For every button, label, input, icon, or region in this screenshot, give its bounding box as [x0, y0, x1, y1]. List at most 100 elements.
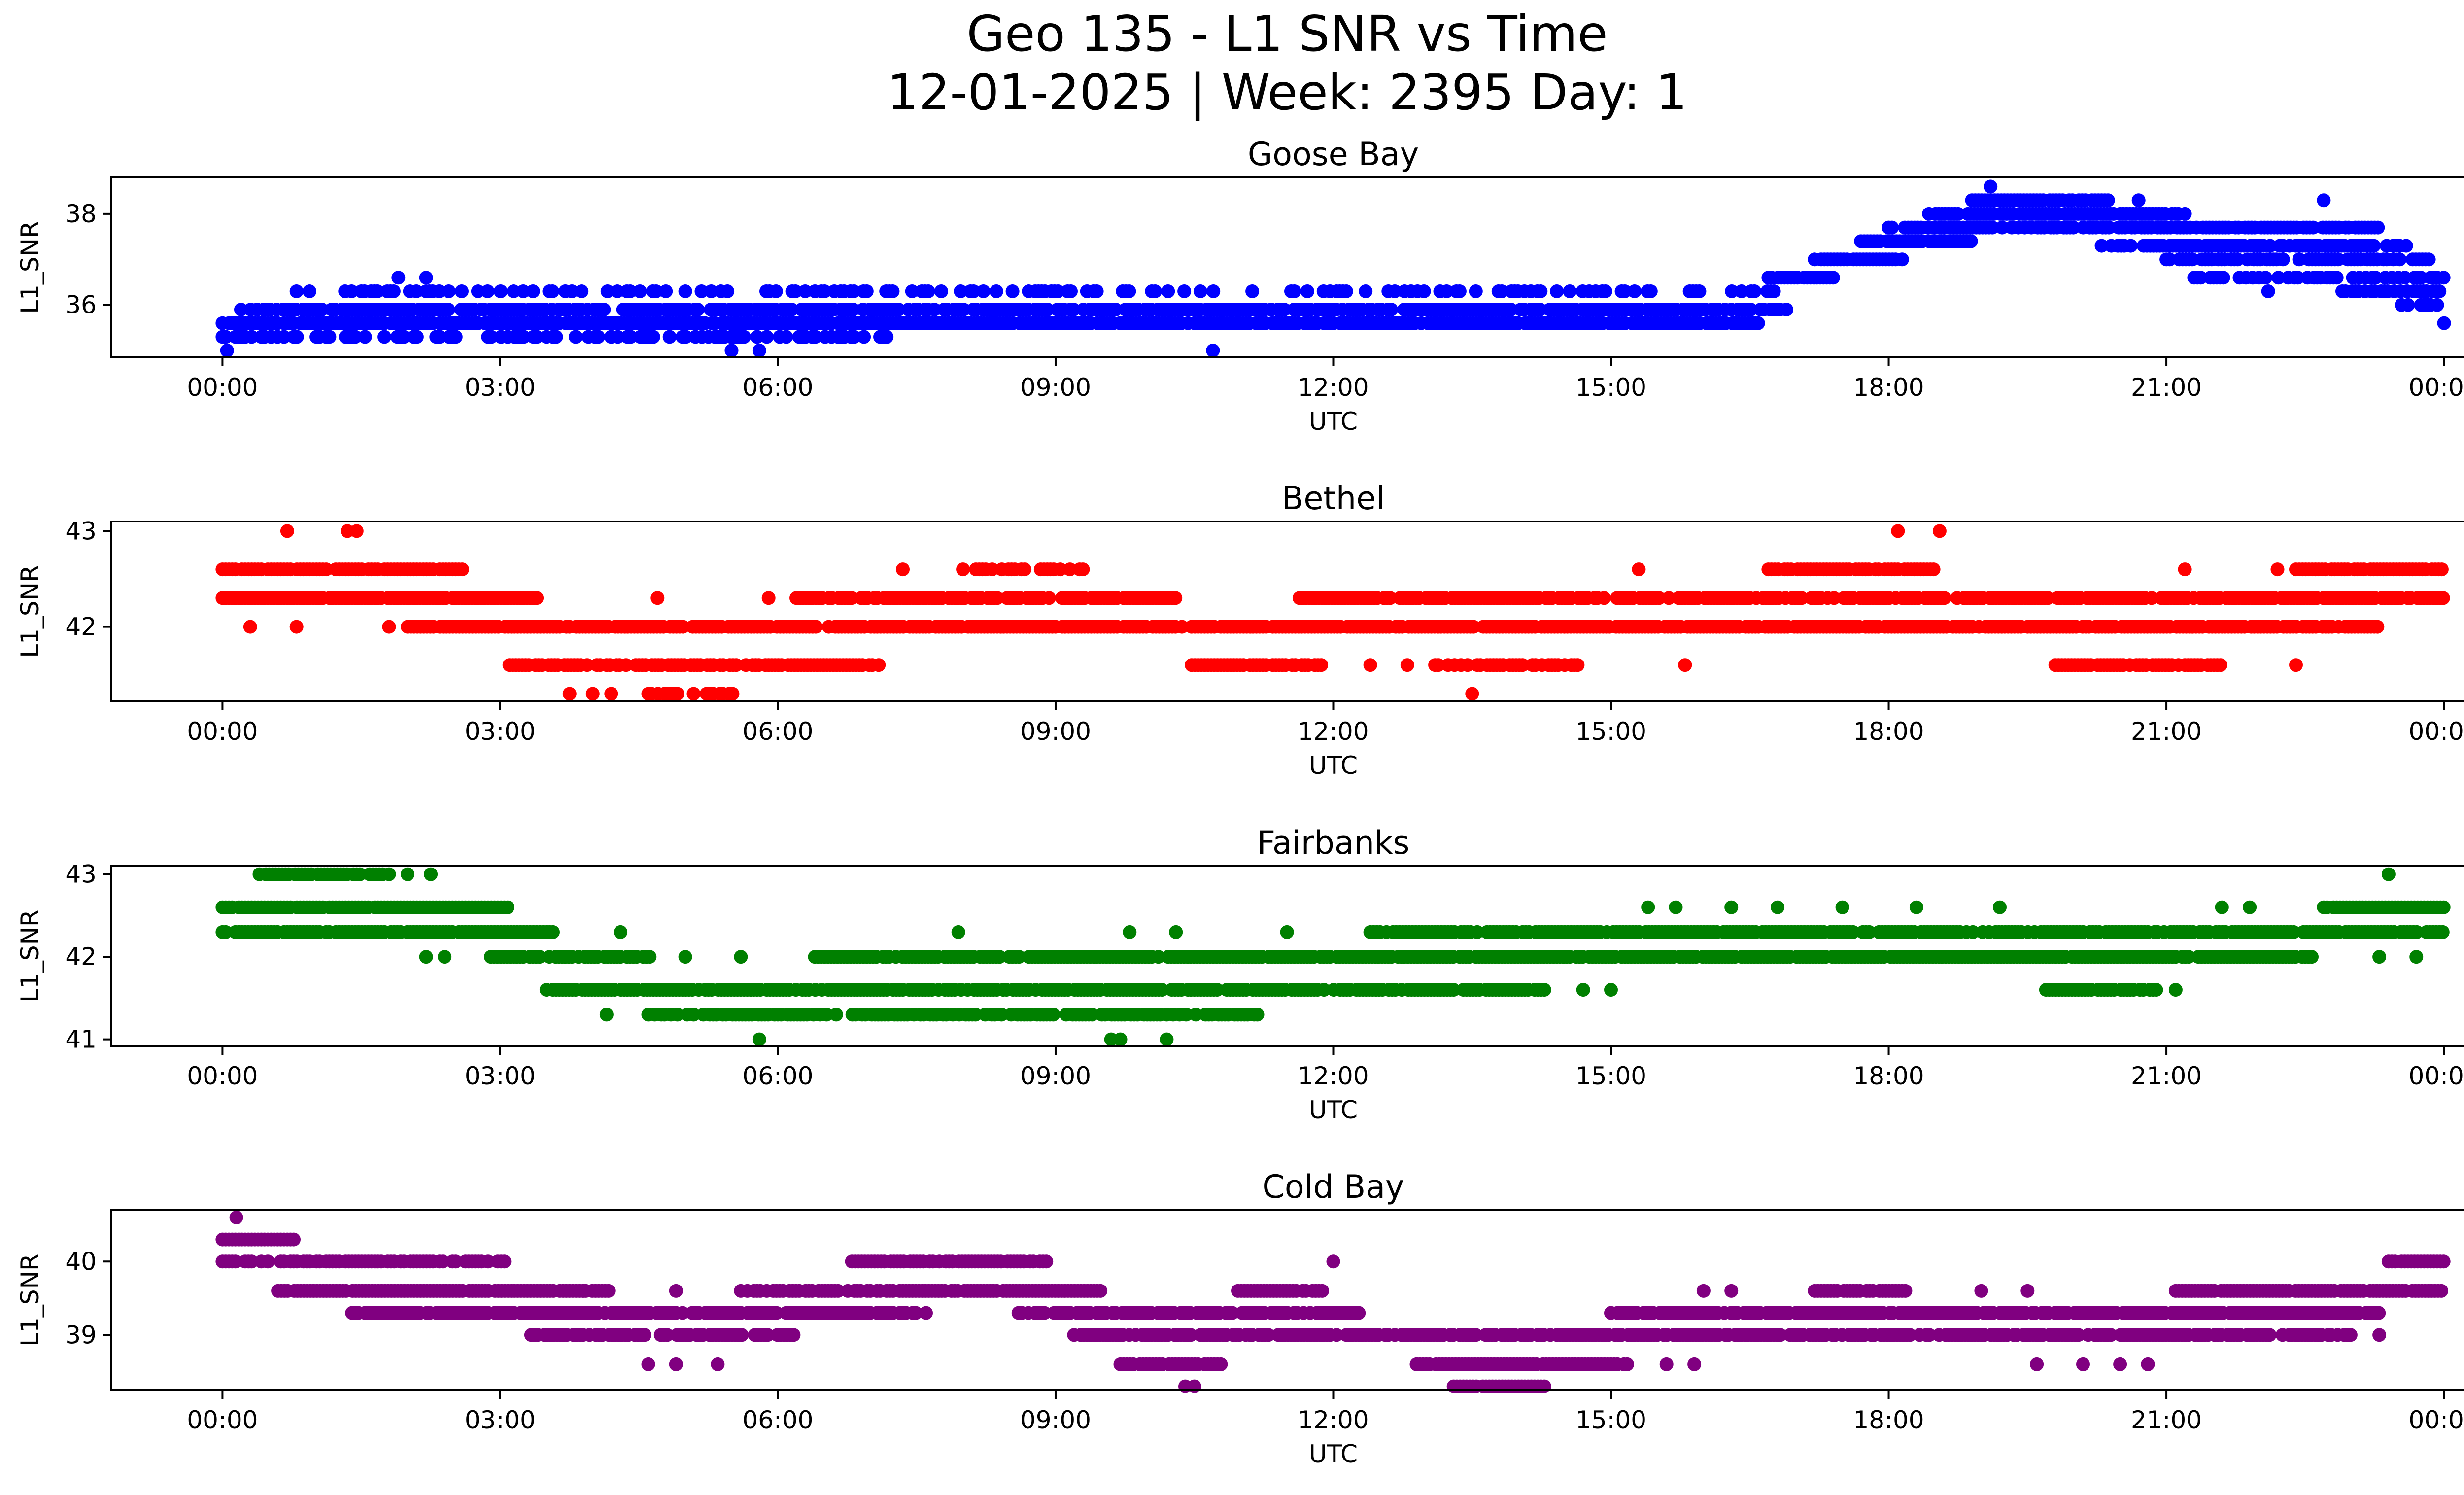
- data-point: [2381, 867, 2396, 881]
- data-point: [1300, 284, 1314, 298]
- data-point: [785, 303, 799, 316]
- data-point: [1160, 1032, 1174, 1046]
- x-tick-label: 18:00: [1853, 1062, 1924, 1090]
- figure-title-line-1: Geo 135 - L1 SNR vs Time: [967, 5, 1608, 63]
- data-point: [2430, 298, 2444, 312]
- data-point: [2168, 983, 2183, 997]
- data-point: [1277, 303, 1291, 316]
- x-tick-label: 21:00: [2131, 1062, 2202, 1090]
- data-point: [1123, 925, 1137, 939]
- data-point: [650, 591, 665, 605]
- data-point: [1751, 316, 1765, 330]
- data-point: [526, 284, 540, 298]
- data-point: [382, 620, 396, 634]
- data-point: [829, 1008, 843, 1022]
- data-point: [546, 284, 560, 298]
- y-axis-label-goose-bay: L1_SNR: [16, 221, 44, 314]
- data-point: [1533, 303, 1547, 316]
- data-point: [2435, 925, 2450, 939]
- data-point: [2276, 252, 2290, 267]
- data-point: [2216, 271, 2230, 285]
- data-point: [1678, 658, 1692, 672]
- data-point: [2101, 193, 2115, 208]
- data-point: [1465, 687, 1479, 701]
- x-tick-label: 15:00: [1575, 373, 1646, 402]
- data-point: [2401, 298, 2415, 312]
- y-axis-label-fairbanks: L1_SNR: [16, 909, 44, 1003]
- subplot-title-cold-bay: Cold Bay: [1262, 1169, 1404, 1206]
- data-point: [2215, 900, 2229, 914]
- data-point: [2436, 1254, 2451, 1269]
- data-point: [643, 950, 657, 964]
- x-tick-label: 00:00: [2409, 717, 2464, 746]
- data-point: [530, 591, 544, 605]
- data-point: [419, 271, 433, 285]
- data-point: [1534, 284, 1548, 298]
- x-tick-label: 15:00: [1575, 1062, 1646, 1090]
- data-point: [1571, 658, 1585, 672]
- data-point: [1964, 234, 1978, 248]
- data-point: [455, 562, 469, 577]
- x-tick-label: 00:00: [2409, 1062, 2464, 1090]
- data-point: [2436, 900, 2451, 914]
- data-point: [442, 284, 456, 298]
- data-point: [759, 330, 774, 344]
- data-point: [1926, 562, 1941, 577]
- data-point: [501, 900, 514, 914]
- data-point: [1576, 983, 1590, 997]
- data-point: [1641, 900, 1655, 914]
- data-point: [691, 303, 705, 316]
- data-point: [1909, 900, 1923, 914]
- data-point: [438, 950, 452, 964]
- data-point: [1046, 1008, 1061, 1022]
- data-point: [1537, 983, 1551, 997]
- data-point: [448, 330, 463, 344]
- data-point: [1339, 284, 1353, 298]
- data-point: [601, 1284, 616, 1298]
- x-axis-label-goose-bay: UTC: [1309, 407, 1358, 436]
- data-point: [2243, 900, 2257, 914]
- data-point: [349, 524, 364, 538]
- data-point: [480, 284, 495, 298]
- data-point: [1400, 658, 1414, 672]
- data-point: [591, 330, 605, 344]
- x-tick-label: 03:00: [465, 373, 536, 402]
- data-point: [2393, 252, 2407, 267]
- data-point: [886, 284, 900, 298]
- data-point: [1993, 900, 2007, 914]
- y-tick-label: 38: [65, 200, 97, 228]
- data-point: [493, 284, 508, 298]
- data-point: [859, 284, 874, 298]
- subplot-title-goose-bay: Goose Bay: [1248, 136, 1419, 173]
- data-point: [1168, 591, 1183, 605]
- data-point: [1250, 1008, 1265, 1022]
- data-point: [678, 950, 692, 964]
- data-point: [1169, 925, 1183, 939]
- data-point: [386, 284, 401, 298]
- data-point: [2305, 950, 2319, 964]
- x-tick-label: 03:00: [465, 717, 536, 746]
- data-point: [585, 687, 600, 701]
- data-point: [2289, 658, 2303, 672]
- data-point: [1780, 303, 1793, 316]
- x-tick-label: 18:00: [1853, 373, 1924, 402]
- data-point: [1598, 284, 1612, 298]
- x-tick-label: 00:00: [187, 717, 258, 746]
- data-point: [956, 562, 970, 577]
- data-point: [809, 620, 823, 634]
- data-point: [289, 620, 304, 634]
- data-point: [2259, 271, 2273, 285]
- x-tick-label: 09:00: [1020, 1062, 1091, 1090]
- x-tick-label: 12:00: [1298, 373, 1369, 402]
- data-point: [662, 330, 677, 344]
- data-point: [891, 303, 906, 316]
- data-point: [1384, 303, 1398, 316]
- data-point: [2317, 193, 2331, 208]
- data-point: [287, 1232, 301, 1247]
- x-tick-label: 06:00: [742, 717, 813, 746]
- data-point: [455, 284, 469, 298]
- data-point: [1363, 658, 1377, 672]
- y-tick-label: 42: [65, 613, 97, 641]
